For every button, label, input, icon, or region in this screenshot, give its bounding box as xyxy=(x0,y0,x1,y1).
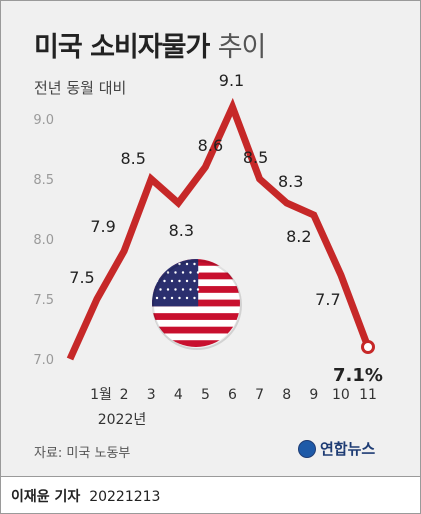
chart-title-suffix: 추이 xyxy=(217,32,267,63)
flag-stripe xyxy=(152,319,240,328)
data-label: 9.1 xyxy=(219,71,244,90)
y-tick-label: 7.5 xyxy=(33,293,54,308)
brand-logo: 연합뉴스 xyxy=(298,438,375,459)
flag-star xyxy=(196,288,200,291)
y-tick-label: 7.0 xyxy=(33,353,54,368)
x-tick-label: 7 xyxy=(255,387,264,403)
y-axis-ticks: 7.0 7.5 8.0 8.5 9.0 xyxy=(33,113,54,368)
last-point-marker xyxy=(361,340,375,354)
flag-star xyxy=(185,279,189,283)
x-tick-label: 11 xyxy=(359,387,377,403)
flag-stripe xyxy=(152,333,240,341)
flag-star xyxy=(170,296,174,300)
flag-body xyxy=(152,259,240,347)
flag-star xyxy=(196,271,200,274)
data-label: 8.6 xyxy=(198,136,223,155)
cpi-series xyxy=(66,97,375,361)
x-tick-label: 2 xyxy=(120,387,129,403)
x-tick-label: 3 xyxy=(147,387,156,403)
data-label: 8.2 xyxy=(286,227,311,246)
cpi-line-chart: 7.0 7.5 8.0 8.5 9.0 7.5 7.9 8.5 8.3 8.6 9.1 8.5 8.3… xyxy=(33,71,383,428)
flag-star xyxy=(185,296,189,300)
y-tick-label: 9.0 xyxy=(33,113,54,128)
flag-star xyxy=(163,262,166,266)
chart-panel: 미국 소비자물가 추이 전년 동월 대비 7.0 7.5 8.0 8.5 9.0 7.5… xyxy=(1,1,420,476)
us-flag-icon xyxy=(152,259,242,350)
flag-star xyxy=(189,288,192,291)
x-tick-label: 6 xyxy=(228,387,237,403)
unit-label: 전년 동월 대비 xyxy=(34,79,127,97)
credit-line: 이재윤 기자 20221213 xyxy=(11,486,160,506)
data-label: 8.5 xyxy=(243,148,268,167)
data-label: 7.5 xyxy=(69,268,94,287)
reporter-name: 이재윤 기자 xyxy=(11,489,81,505)
yonhap-logo-icon xyxy=(298,439,316,458)
x-tick-label: 1월 xyxy=(90,387,112,403)
flag-star xyxy=(166,271,170,274)
flag-star xyxy=(193,296,196,300)
flag-star xyxy=(185,262,189,266)
flag-star xyxy=(170,279,174,283)
flag-star xyxy=(166,288,170,291)
flag-stripe xyxy=(152,326,240,334)
flag-stripe xyxy=(152,306,240,314)
flag-stripe xyxy=(152,340,240,347)
x-tick-label: 5 xyxy=(201,387,210,403)
flag-star xyxy=(174,271,177,274)
flag-star xyxy=(193,262,196,266)
flag-star xyxy=(181,288,185,291)
flag-star xyxy=(193,279,196,283)
flag-star xyxy=(178,262,181,266)
data-labels: 7.5 7.9 8.5 8.3 8.6 9.1 8.5 8.3 8.2 7.7 7.1% xyxy=(69,71,383,386)
flag-star xyxy=(155,262,159,266)
flag-star xyxy=(155,296,159,300)
brand-name: 연합뉴스 xyxy=(320,440,376,458)
flag-star xyxy=(189,271,192,274)
data-label: 8.3 xyxy=(169,221,194,240)
flag-star xyxy=(159,288,162,291)
flag-star xyxy=(155,279,159,283)
flag-star xyxy=(178,296,181,300)
data-label: 7.1% xyxy=(333,365,383,386)
cpi-line xyxy=(66,97,372,361)
x-tick-label: 10 xyxy=(332,387,350,403)
flag-star xyxy=(163,279,166,283)
data-label: 7.9 xyxy=(90,217,115,236)
flag-star xyxy=(174,288,177,291)
data-label: 7.7 xyxy=(315,290,340,309)
y-tick-label: 8.0 xyxy=(33,233,54,248)
x-tick-label: 9 xyxy=(309,387,318,403)
flag-star xyxy=(159,271,162,274)
flag-star xyxy=(163,296,166,300)
publish-date: 20221213 xyxy=(89,489,161,505)
x-tick-label: 4 xyxy=(174,387,183,403)
y-tick-label: 8.5 xyxy=(33,173,54,188)
flag-stripe xyxy=(152,313,240,321)
data-label: 8.3 xyxy=(278,172,303,191)
data-label: 8.5 xyxy=(120,149,145,168)
footer-divider xyxy=(1,476,420,477)
x-tick-label: 8 xyxy=(282,387,291,403)
x-year-label: 2022년 xyxy=(98,412,147,428)
flag-star xyxy=(178,279,181,283)
chart-title-main: 미국 소비자물가 xyxy=(34,32,210,63)
chart-title: 미국 소비자물가 추이 xyxy=(34,25,267,64)
x-axis-ticks: 1월 2 3 4 5 6 7 8 9 10 11 2022년 xyxy=(90,387,377,428)
source-note: 자료: 미국 노동부 xyxy=(34,446,131,461)
flag-star xyxy=(170,262,174,266)
flag-star xyxy=(181,271,185,274)
